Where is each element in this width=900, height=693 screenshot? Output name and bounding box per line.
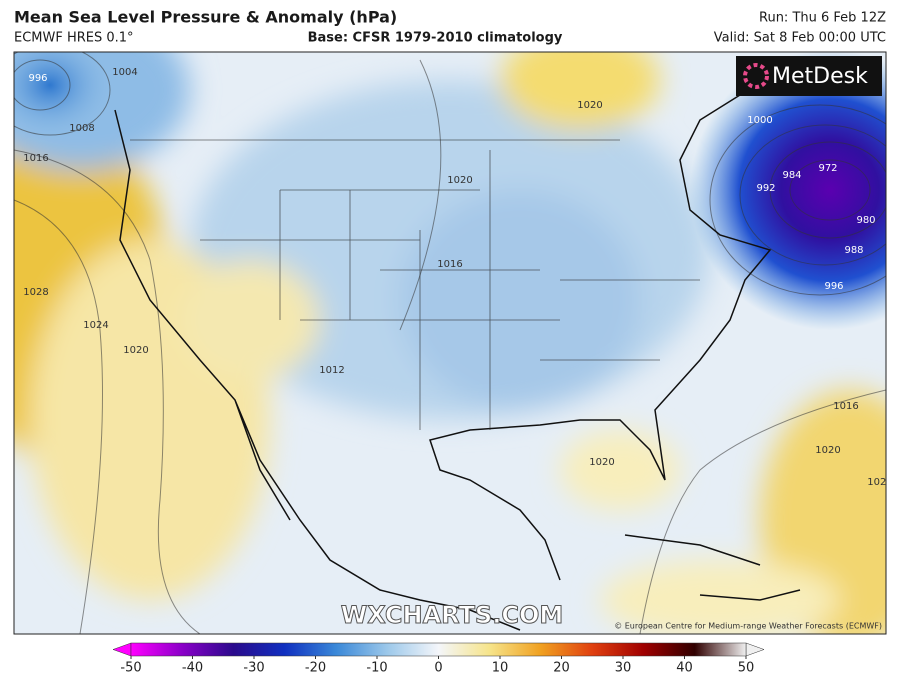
contour-label: 972 xyxy=(818,163,837,174)
base: Base: CFSR 1979-2010 climatology xyxy=(308,31,563,46)
colorbar-tick-label: 30 xyxy=(615,661,632,676)
contour-label: 1024 xyxy=(867,477,892,488)
contour-label: 1000 xyxy=(747,115,772,126)
logo: MetDesk xyxy=(772,64,868,89)
contour-label: 1008 xyxy=(69,123,94,134)
logo-icon xyxy=(743,63,769,89)
contour-label: 1016 xyxy=(23,153,48,164)
contour-label: 1020 xyxy=(577,100,602,111)
contour-label: 996 xyxy=(28,73,47,84)
contour-label: 996 xyxy=(824,281,843,292)
title: Mean Sea Level Pressure & Anomaly (hPa) xyxy=(14,8,397,27)
contour-label: 1004 xyxy=(112,67,137,78)
contour-label: 1020 xyxy=(589,457,614,468)
colorbar-tick-label: 40 xyxy=(676,661,693,676)
colorbar-arrow-low xyxy=(112,642,132,657)
contour-label: 1016 xyxy=(833,401,858,412)
contour-label: 984 xyxy=(782,170,801,181)
colorbar-tick-label: -50 xyxy=(120,661,141,676)
contour-label: 988 xyxy=(844,245,863,256)
model: ECMWF HRES 0.1° xyxy=(14,31,134,46)
contour-label: 1020 xyxy=(815,445,840,456)
contour-label: 1020 xyxy=(447,175,472,186)
map-frame xyxy=(13,51,887,635)
colorbar: -50 -40 -30 -20 -10 0 10 20 30 40 50 xyxy=(112,642,765,676)
colorbar-tick-label: -40 xyxy=(182,661,203,676)
colorbar-bar xyxy=(130,642,747,657)
valid: Valid: Sat 8 Feb 00:00 UTC xyxy=(714,31,886,46)
credit: © European Centre for Medium-range Weath… xyxy=(614,622,882,631)
contour-label: 992 xyxy=(756,183,775,194)
logo-box xyxy=(736,56,882,96)
colorbar-arrow-high xyxy=(745,642,765,657)
contour-label: 980 xyxy=(856,215,875,226)
colorbar-tick-label: -20 xyxy=(305,661,326,676)
contour-label: 1024 xyxy=(83,320,108,331)
contour-label: 1012 xyxy=(319,365,344,376)
colorbar-tick-label: 0 xyxy=(434,661,442,676)
contour-label: 1020 xyxy=(123,345,148,356)
colorbar-tick-label: 50 xyxy=(738,661,755,676)
contour-label: 1016 xyxy=(437,259,462,270)
colorbar-tick-label: 20 xyxy=(553,661,570,676)
map: 996 1004 1008 1016 1028 1024 1020 1020 1020 1016 1… xyxy=(14,52,892,634)
watermark: WXCHARTS.COM xyxy=(341,601,563,629)
colorbar-tick-label: -30 xyxy=(243,661,264,676)
colorbar-tick-label: -10 xyxy=(366,661,387,676)
run: Run: Thu 6 Feb 12Z xyxy=(759,11,886,26)
contour-label: 1028 xyxy=(23,287,48,298)
contour-labels: 996 1004 1008 1016 1028 1024 1020 1020 1020 1016 1… xyxy=(23,67,892,488)
colorbar-tick-label: 10 xyxy=(492,661,509,676)
